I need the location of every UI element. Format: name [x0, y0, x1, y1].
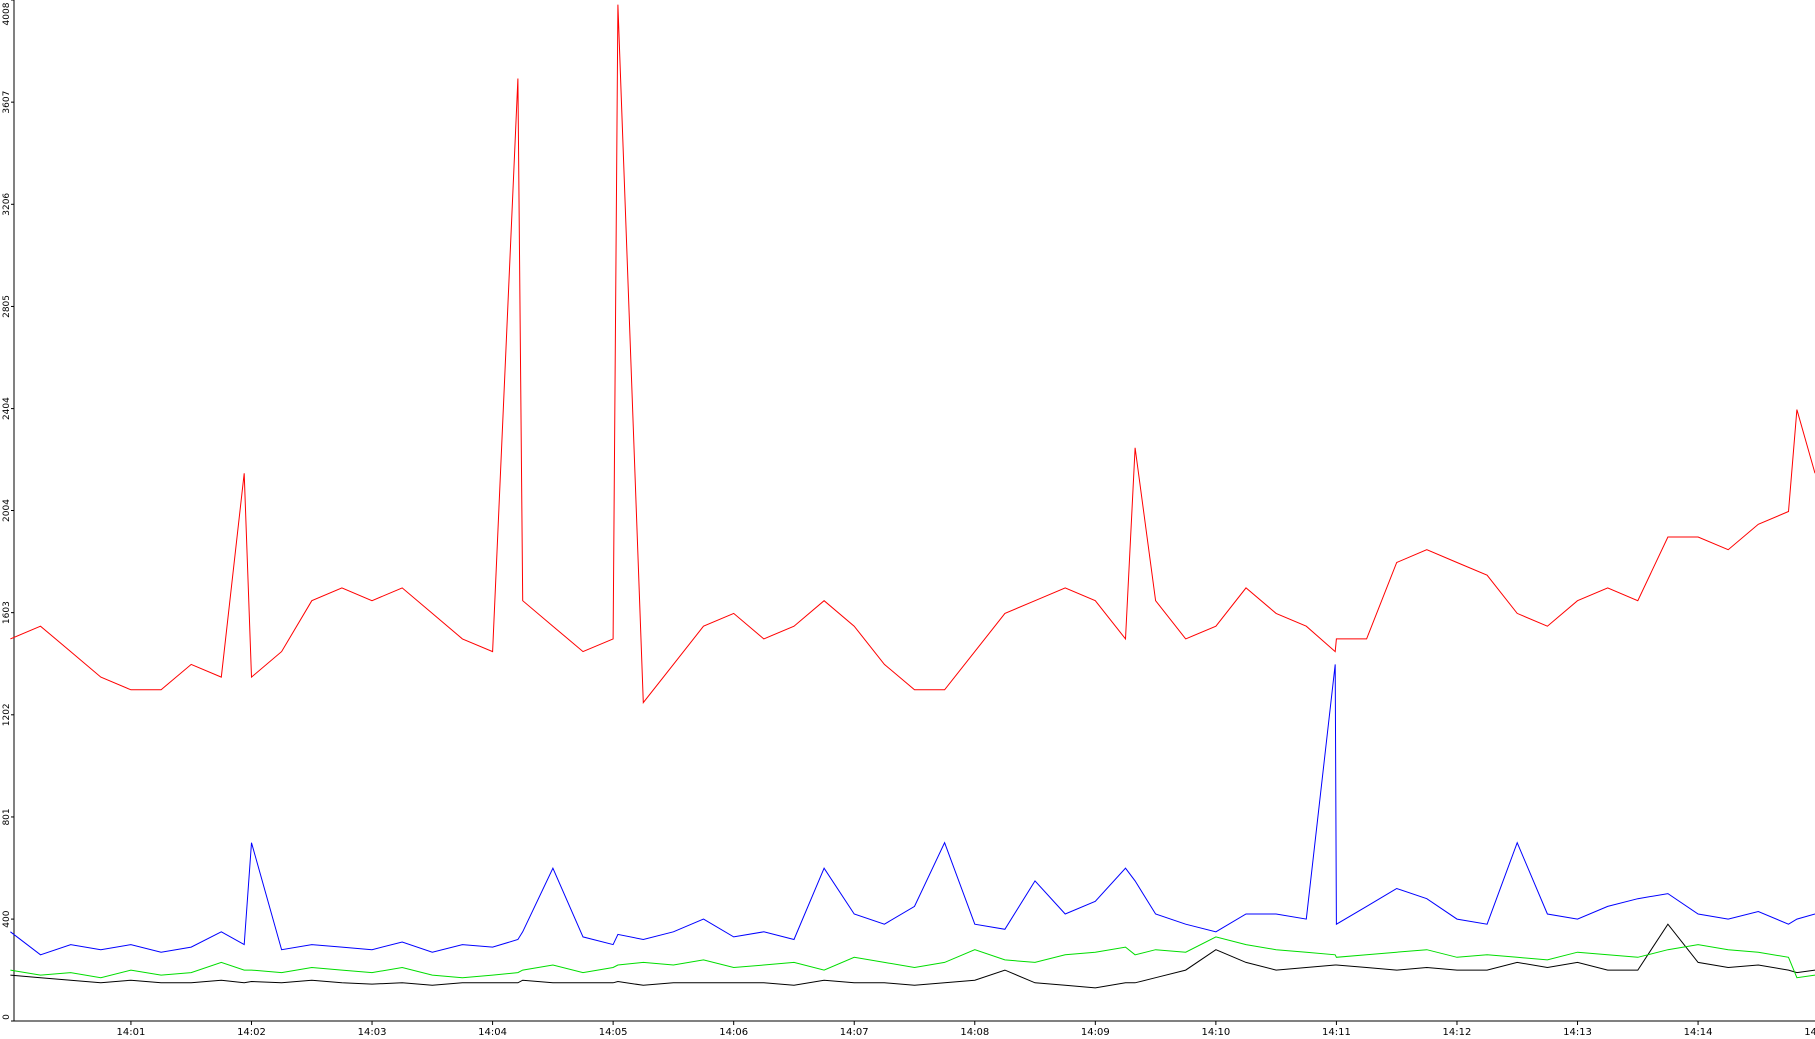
x-tick-label: 14:08	[960, 1027, 989, 1038]
x-tick-label: 14:03	[358, 1027, 387, 1038]
x-tick-label: 14:10	[1201, 1027, 1230, 1038]
x-tick-label: 14:09	[1081, 1027, 1110, 1038]
x-tick-label: 14:12	[1443, 1027, 1472, 1038]
y-tick-label: 1202	[2, 703, 12, 726]
x-tick-label: 14:07	[840, 1027, 869, 1038]
x-tick-label: 14:13	[1563, 1027, 1592, 1038]
series-line	[10, 936, 1815, 979]
series-line	[10, 664, 1815, 956]
y-tick-label: 400	[2, 910, 12, 927]
y-tick-label: 2404	[2, 397, 12, 420]
series-line	[10, 923, 1815, 989]
x-tick-label: 14:04	[478, 1027, 507, 1038]
x-tick-label: 14:11	[1322, 1027, 1351, 1038]
y-tick-label: 3607	[2, 91, 12, 114]
x-tick-label: 14:14	[1684, 1027, 1713, 1038]
y-tick-label: 3206	[2, 193, 12, 216]
series-line	[10, 4, 1815, 704]
y-tick-label: 2004	[2, 499, 12, 522]
y-tick-label: 0	[2, 1014, 12, 1020]
x-tick-label: 14:15	[1804, 1027, 1815, 1038]
x-tick-label: 14:02	[237, 1027, 266, 1038]
x-tick-label: 14:06	[719, 1027, 748, 1038]
y-tick-label: 801	[2, 808, 12, 825]
x-tick-label: 14:05	[599, 1027, 628, 1038]
x-tick-label: 14:01	[117, 1027, 146, 1038]
y-tick-label: 1603	[2, 601, 12, 624]
y-tick-label: 4008	[2, 2, 12, 25]
y-tick-label: 2805	[2, 295, 12, 318]
